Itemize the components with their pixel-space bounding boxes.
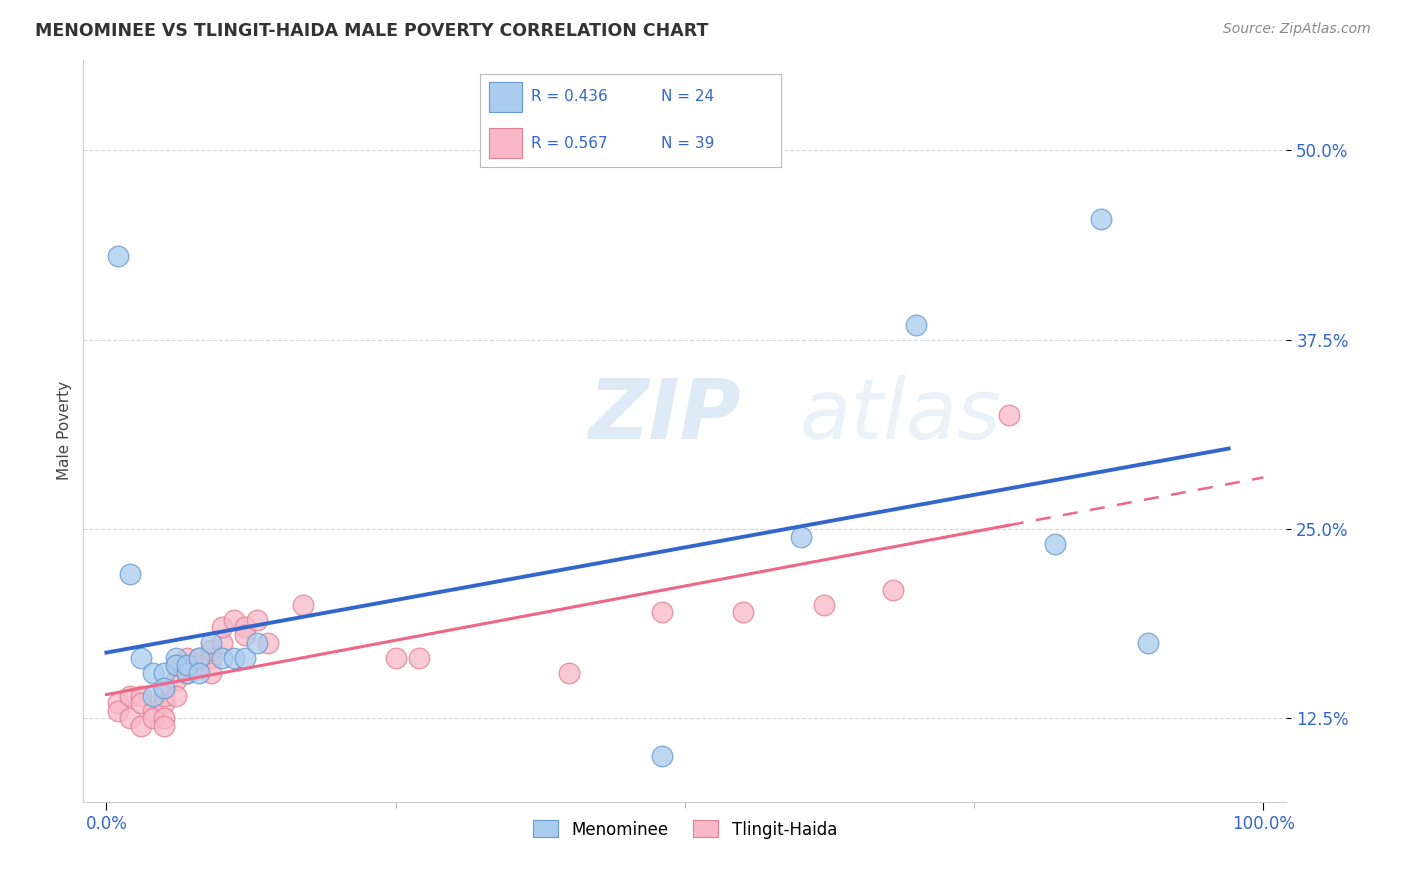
Text: ZIP: ZIP	[589, 376, 741, 456]
Point	[200, 635, 222, 649]
Point	[211, 650, 233, 665]
Point	[384, 650, 406, 665]
Point	[129, 719, 152, 733]
Point	[118, 567, 141, 582]
Text: Source: ZipAtlas.com: Source: ZipAtlas.com	[1223, 22, 1371, 37]
Point	[142, 711, 165, 725]
Point	[257, 635, 280, 649]
Point	[107, 704, 129, 718]
Point	[153, 711, 176, 725]
Point	[1043, 537, 1066, 551]
Point	[246, 635, 269, 649]
Point	[153, 681, 176, 695]
Point	[142, 689, 165, 703]
Point	[129, 650, 152, 665]
Point	[176, 650, 198, 665]
Point	[651, 749, 673, 764]
Point	[882, 582, 904, 597]
Point	[142, 704, 165, 718]
Point	[200, 650, 222, 665]
Text: MENOMINEE VS TLINGIT-HAIDA MALE POVERTY CORRELATION CHART: MENOMINEE VS TLINGIT-HAIDA MALE POVERTY …	[35, 22, 709, 40]
Point	[176, 665, 198, 680]
Point	[558, 665, 581, 680]
Point	[200, 643, 222, 657]
Legend: Menominee, Tlingit-Haida: Menominee, Tlingit-Haida	[526, 814, 844, 846]
Point	[651, 605, 673, 619]
Point	[905, 318, 928, 332]
Point	[165, 673, 187, 688]
Point	[731, 605, 754, 619]
Point	[246, 613, 269, 627]
Point	[233, 628, 256, 642]
Y-axis label: Male Poverty: Male Poverty	[58, 381, 72, 480]
Point	[165, 689, 187, 703]
Point	[789, 530, 811, 544]
Point	[153, 689, 176, 703]
Point	[200, 665, 222, 680]
Point	[408, 650, 430, 665]
Point	[222, 650, 245, 665]
Point	[153, 696, 176, 710]
Point	[188, 658, 211, 673]
Point	[129, 696, 152, 710]
Point	[153, 719, 176, 733]
Point	[176, 665, 198, 680]
Point	[233, 620, 256, 634]
Point	[118, 689, 141, 703]
Point	[176, 658, 198, 673]
Point	[1090, 211, 1112, 226]
Point	[211, 620, 233, 634]
Point	[188, 665, 211, 680]
Point	[165, 658, 187, 673]
Text: atlas: atlas	[799, 376, 1001, 456]
Point	[153, 665, 176, 680]
Point	[107, 250, 129, 264]
Point	[142, 665, 165, 680]
Point	[165, 650, 187, 665]
Point	[211, 635, 233, 649]
Point	[129, 689, 152, 703]
Point	[107, 696, 129, 710]
Point	[222, 613, 245, 627]
Point	[118, 711, 141, 725]
Point	[165, 658, 187, 673]
Point	[188, 650, 211, 665]
Point	[233, 650, 256, 665]
Point	[188, 650, 211, 665]
Point	[292, 598, 315, 612]
Point	[998, 409, 1021, 423]
Point	[813, 598, 835, 612]
Point	[1136, 635, 1159, 649]
